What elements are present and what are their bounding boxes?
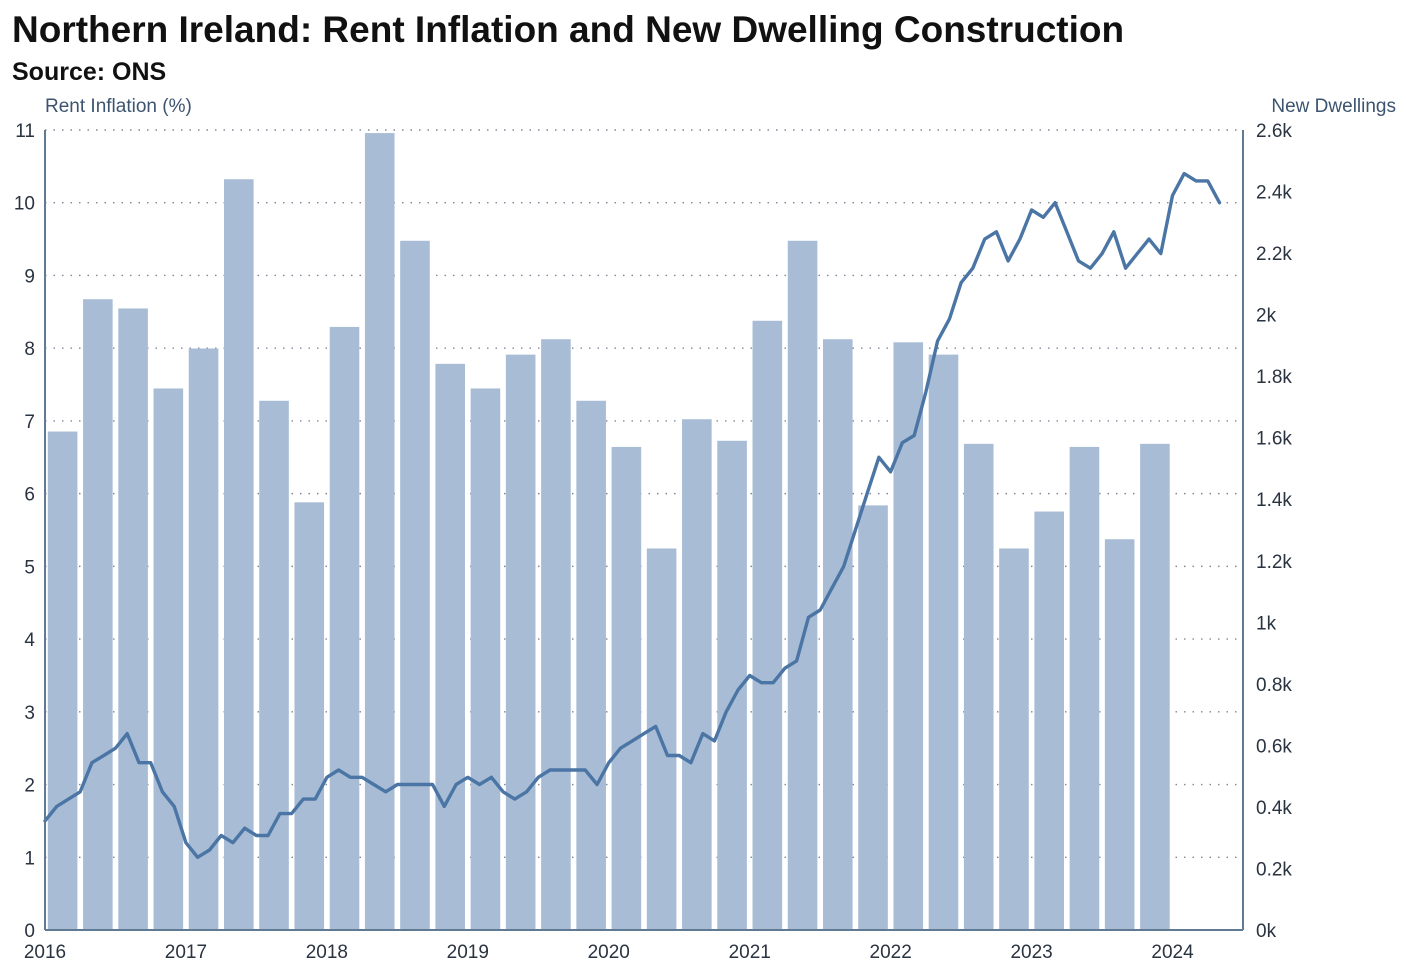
- dwellings-bar: [329, 326, 360, 930]
- dwellings-bar: [1140, 443, 1170, 930]
- y-right-tick-label: 1k: [1256, 613, 1277, 634]
- dwellings-bar: [118, 308, 148, 930]
- y-left-tick-label: 2: [24, 776, 35, 797]
- y-right-tick-label: 0.8k: [1256, 675, 1292, 696]
- dwellings-bar: [1104, 539, 1135, 930]
- dwellings-bar: [83, 299, 113, 930]
- y-left-tick-label: 10: [14, 194, 35, 215]
- dwellings-bar: [47, 431, 78, 930]
- dwellings-bar: [1069, 446, 1100, 930]
- y-right-tick-label: 1.8k: [1256, 367, 1292, 388]
- dwellings-bar: [963, 443, 994, 930]
- dwellings-bar: [858, 505, 888, 930]
- y-left-tick-label: 7: [24, 412, 35, 433]
- dwellings-bar: [435, 363, 466, 930]
- y-right-axis-title: New Dwellings: [1271, 96, 1396, 117]
- y-right-tick-label: 0.4k: [1256, 798, 1292, 819]
- y-left-tick-label: 1: [24, 848, 35, 869]
- x-tick-label: 2019: [447, 942, 489, 963]
- axes: [44, 130, 1244, 931]
- dwellings-bar: [294, 502, 325, 930]
- x-tick-label: 2017: [165, 942, 207, 963]
- x-tick-label: 2016: [24, 942, 66, 963]
- dwellings-bar: [576, 400, 606, 930]
- x-tick-label: 2018: [306, 942, 348, 963]
- dwellings-bar: [505, 354, 536, 931]
- x-tick-label: 2020: [588, 942, 630, 963]
- chart-subtitle: Source: ONS: [12, 58, 166, 86]
- y-left-axis-title: Rent Inflation (%): [45, 96, 192, 117]
- y-left-tick-label: 4: [24, 630, 35, 651]
- x-tick-labels: 2016 2017 2018 2019 2020 2021 2022 2023 2024: [24, 942, 1194, 963]
- dwellings-bars: [47, 133, 1170, 931]
- rent-inflation-line-group: [43, 171, 1222, 859]
- dwellings-bar: [682, 419, 712, 930]
- dwellings-bar: [611, 446, 642, 930]
- x-tick-label: 2022: [870, 942, 912, 963]
- y-left-tick-label: 11: [15, 121, 35, 142]
- y-right-tick-label: 2.6k: [1256, 121, 1292, 142]
- y-left-tick-label: 3: [24, 703, 35, 724]
- y-right-tick-label: 2.2k: [1256, 244, 1292, 265]
- x-tick-label: 2023: [1010, 942, 1052, 963]
- y-right-tick-label: 1.4k: [1256, 490, 1292, 511]
- y-right-tick-label: 2.4k: [1256, 183, 1292, 204]
- x-tick-label: 2021: [729, 942, 771, 963]
- dwellings-bar: [364, 133, 395, 931]
- y-right-tick-label: 0.2k: [1256, 859, 1292, 880]
- dwellings-bar: [188, 348, 219, 930]
- dwellings-bar: [470, 388, 501, 930]
- chart-title: Northern Ireland: Rent Inflation and New…: [12, 9, 1124, 50]
- y-left-tick-label: 6: [24, 485, 35, 506]
- y-left-tick-label: 0: [24, 921, 35, 942]
- dwellings-bar: [752, 320, 783, 930]
- dwellings-bar: [928, 354, 959, 931]
- dwellings-bar: [1034, 511, 1065, 930]
- y-right-tick-label: 1.6k: [1256, 429, 1292, 450]
- dwellings-bar: [400, 240, 430, 930]
- dwellings-bar: [541, 339, 571, 930]
- y-right-tick-label: 0k: [1256, 921, 1277, 942]
- dwellings-bar: [153, 388, 184, 930]
- y-right-tick-label: 0.6k: [1256, 736, 1292, 757]
- dwellings-bar: [822, 339, 853, 930]
- dwellings-bar: [999, 548, 1029, 930]
- dwellings-bar: [223, 179, 254, 930]
- rent-inflation-line: [43, 171, 1222, 859]
- x-tick-label: 2024: [1151, 942, 1194, 963]
- dwellings-bar: [787, 240, 818, 930]
- y-right-tick-label: 1.2k: [1256, 552, 1292, 573]
- dwellings-bar: [259, 400, 289, 930]
- y-left-tick-label: 9: [24, 266, 35, 287]
- y-right-tick-labels: 0k 0.2k 0.4k 0.6k 0.8k 1k 1.2k 1.4k 1.6k 1.8k 2k 2.…: [1256, 121, 1292, 942]
- y-right-tick-label: 2k: [1256, 306, 1277, 327]
- y-left-tick-labels: 0 1 2 3 4 5 6 7 8 9 10 11: [14, 121, 36, 942]
- y-left-tick-label: 8: [24, 339, 35, 360]
- dwellings-bar: [893, 342, 924, 930]
- y-left-tick-label: 5: [24, 557, 35, 578]
